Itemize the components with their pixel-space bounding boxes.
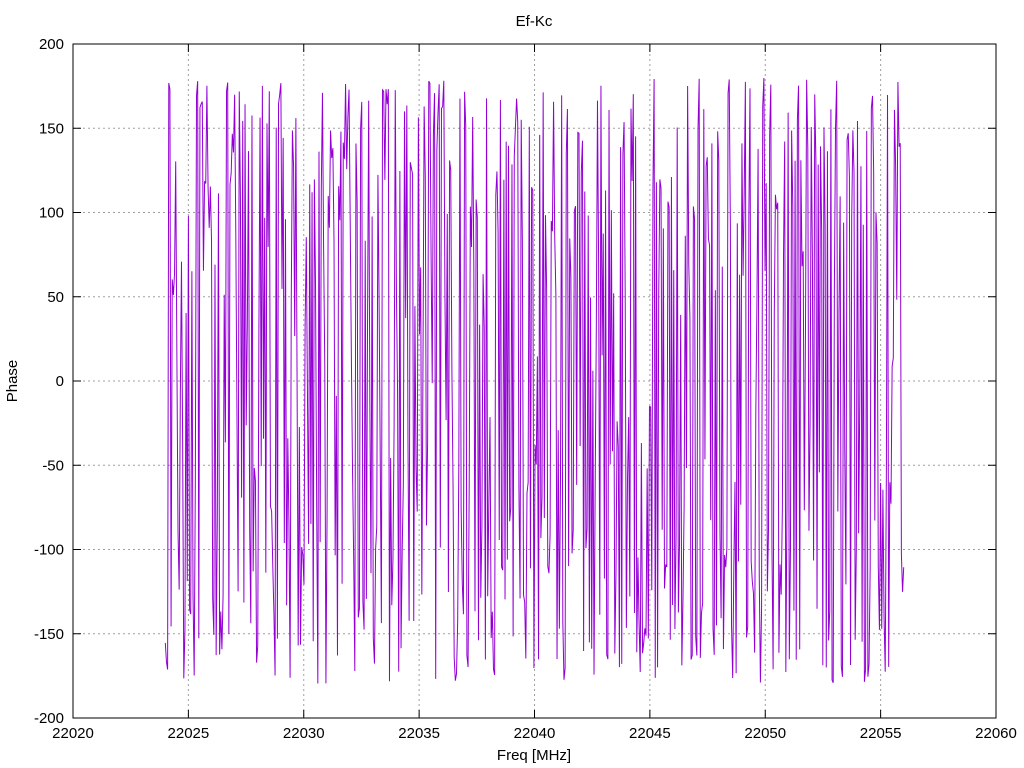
y-tick-label: 100 <box>39 205 64 222</box>
x-tick-label: 22035 <box>398 725 440 742</box>
y-tick-label: -100 <box>34 542 64 559</box>
x-tick-label: 22055 <box>860 725 902 742</box>
x-tick-label: 22025 <box>168 725 210 742</box>
y-tick-label: 0 <box>56 373 64 390</box>
x-tick-labels: 22020 22025 22030 22035 22040 22045 22050 22055… <box>52 725 1017 742</box>
tick-marks <box>72 43 997 719</box>
y-tick-label: -50 <box>42 457 64 474</box>
x-tick-label: 22060 <box>975 725 1017 742</box>
y-tick-label: -200 <box>34 710 64 727</box>
y-tick-label: 50 <box>47 289 64 306</box>
x-tick-label: 22020 <box>52 725 94 742</box>
y-tick-labels: -200 -150 -100 -50 0 50 100 150 200 <box>34 36 64 727</box>
x-tick-label: 22045 <box>629 725 671 742</box>
x-tick-label: 22030 <box>283 725 325 742</box>
series-layer <box>164 77 905 684</box>
phase-series-line <box>164 77 905 684</box>
chart-title: Ef-Kc <box>516 13 553 30</box>
y-axis-label: Phase <box>4 360 21 403</box>
y-tick-label: 150 <box>39 120 64 137</box>
x-tick-label: 22040 <box>514 725 556 742</box>
y-tick-label: 200 <box>39 36 64 53</box>
y-tick-label: -150 <box>34 626 64 643</box>
x-axis-label: Freq [MHz] <box>497 747 571 764</box>
x-tick-label: 22050 <box>744 725 786 742</box>
